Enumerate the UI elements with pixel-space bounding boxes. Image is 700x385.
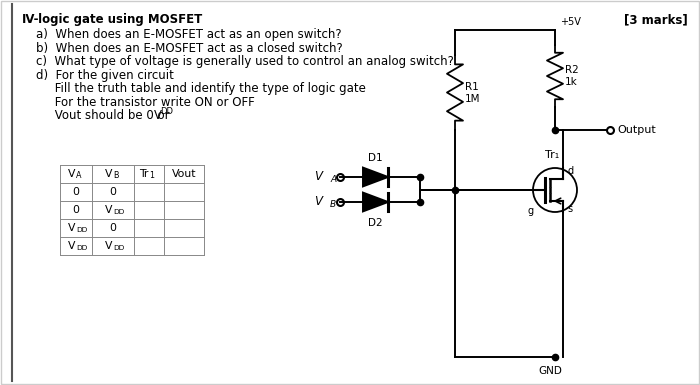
Text: V: V — [104, 169, 112, 179]
Text: V: V — [67, 169, 75, 179]
Text: c)  What type of voltage is generally used to control an analog switch?: c) What type of voltage is generally use… — [36, 55, 454, 68]
Text: V: V — [104, 241, 112, 251]
Text: DD: DD — [113, 244, 125, 251]
Text: Output: Output — [617, 125, 656, 135]
Text: B: B — [330, 199, 336, 209]
Text: V: V — [67, 223, 75, 233]
Text: g: g — [528, 206, 534, 216]
Text: Vout: Vout — [172, 169, 196, 179]
Text: +5V: +5V — [560, 17, 581, 27]
Text: Vout should be 0 or: Vout should be 0 or — [36, 109, 174, 122]
Text: 0: 0 — [109, 187, 116, 197]
Text: [3 marks]: [3 marks] — [624, 13, 688, 26]
Text: A: A — [330, 174, 336, 184]
Text: R1: R1 — [465, 82, 479, 92]
Text: V: V — [104, 204, 112, 214]
Text: Tr: Tr — [139, 169, 148, 179]
Text: 0: 0 — [109, 223, 116, 233]
Text: DD: DD — [160, 107, 173, 116]
Text: 0: 0 — [73, 187, 80, 197]
Text: V: V — [67, 241, 75, 251]
Text: V: V — [314, 194, 322, 208]
Text: b)  When does an E-MOSFET act as a closed switch?: b) When does an E-MOSFET act as a closed… — [36, 42, 343, 55]
Text: V: V — [314, 169, 322, 182]
Text: DD: DD — [76, 244, 88, 251]
Text: GND: GND — [538, 366, 562, 376]
Text: R2: R2 — [565, 65, 579, 75]
Text: B: B — [113, 171, 118, 180]
Text: Fill the truth table and identify the type of logic gate: Fill the truth table and identify the ty… — [36, 82, 366, 95]
Polygon shape — [363, 192, 388, 211]
Text: D1: D1 — [368, 153, 383, 163]
Text: d: d — [567, 166, 573, 176]
Text: For the transistor write ON or OFF: For the transistor write ON or OFF — [36, 95, 255, 109]
Text: DD: DD — [113, 209, 125, 214]
Text: 1M: 1M — [465, 94, 480, 104]
Text: d)  For the given circuit: d) For the given circuit — [36, 69, 174, 82]
Text: 0: 0 — [73, 205, 80, 215]
Text: Tr₁: Tr₁ — [545, 150, 559, 160]
Text: s: s — [567, 204, 572, 214]
Text: V: V — [153, 109, 162, 122]
Text: D2: D2 — [368, 218, 383, 228]
Text: a)  When does an E-MOSFET act as an open switch?: a) When does an E-MOSFET act as an open … — [36, 28, 342, 41]
Text: 1: 1 — [149, 171, 154, 180]
Text: IV-: IV- — [22, 13, 39, 26]
Polygon shape — [363, 167, 388, 186]
Text: logic gate using MOSFET: logic gate using MOSFET — [34, 13, 202, 26]
Text: A: A — [76, 171, 81, 180]
Text: DD: DD — [76, 226, 88, 233]
Text: 1k: 1k — [565, 77, 578, 87]
